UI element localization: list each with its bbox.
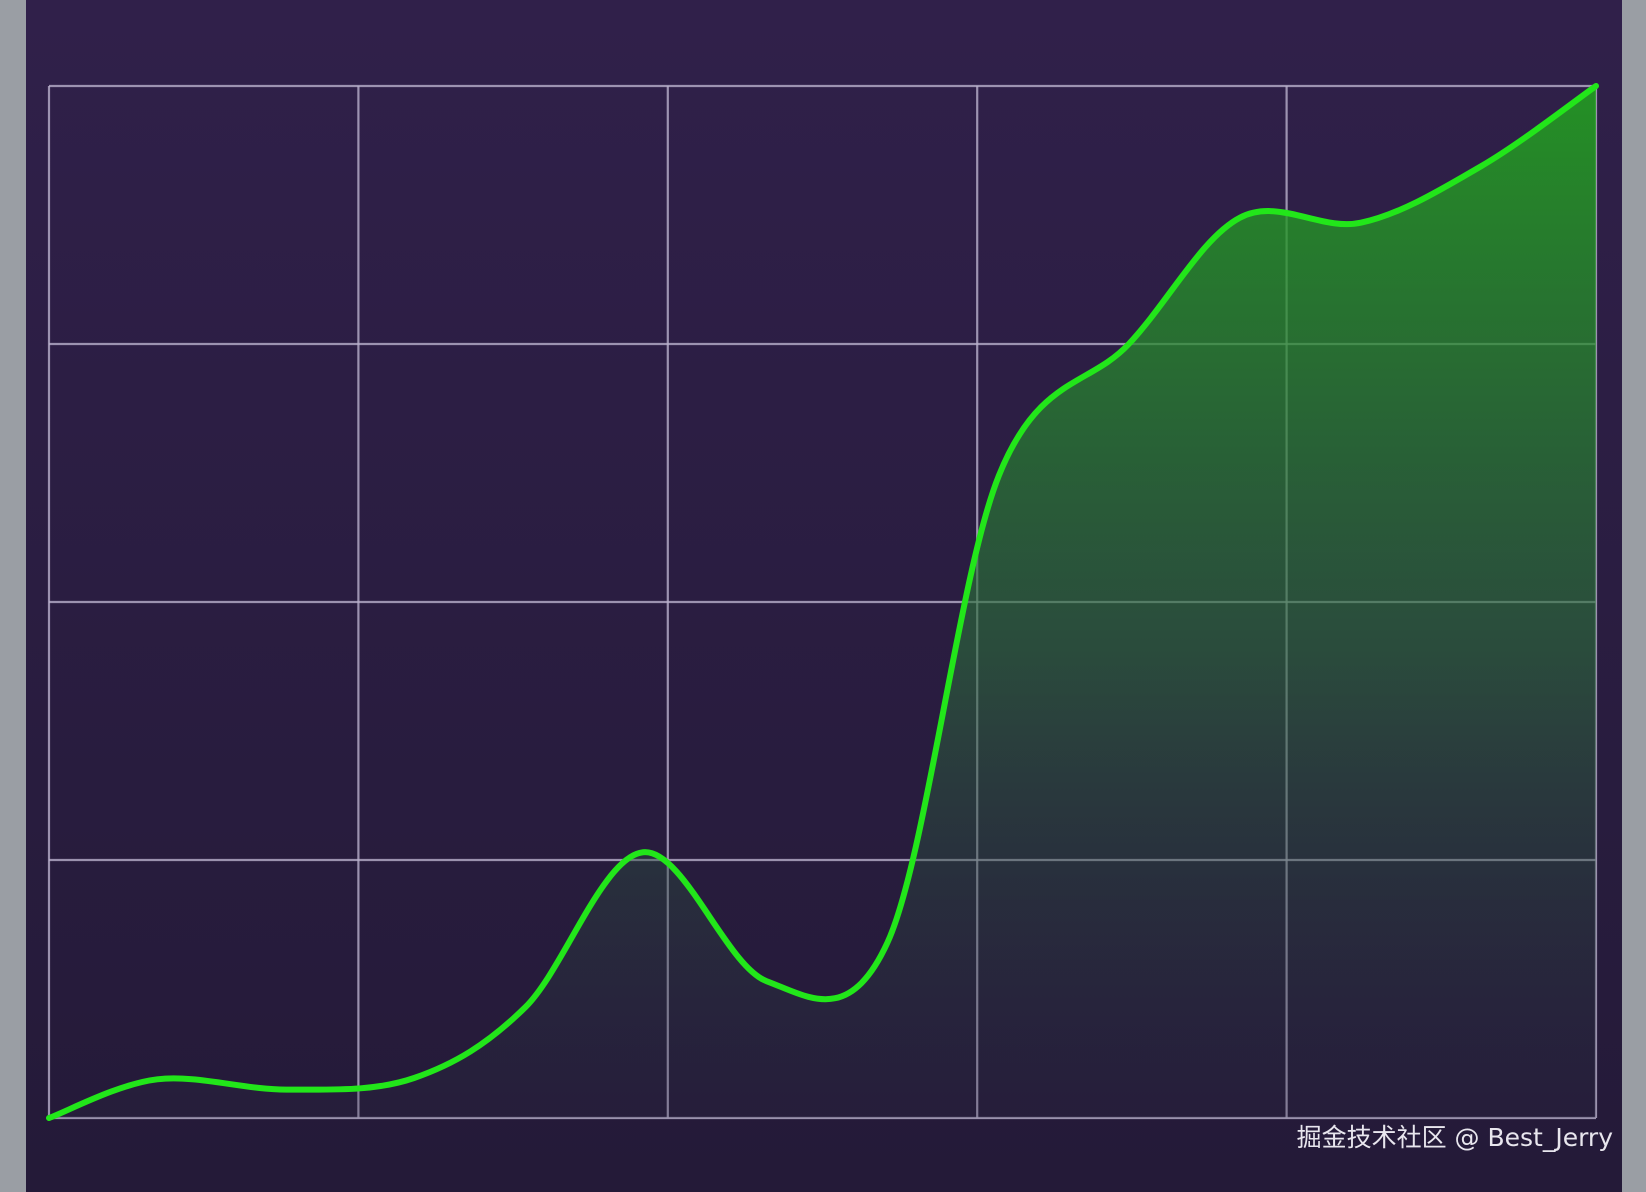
area-fill — [49, 86, 1596, 1118]
watermark: 掘金技术社区 @ Best_Jerry — [1297, 1123, 1614, 1152]
line — [46, 83, 1599, 1121]
